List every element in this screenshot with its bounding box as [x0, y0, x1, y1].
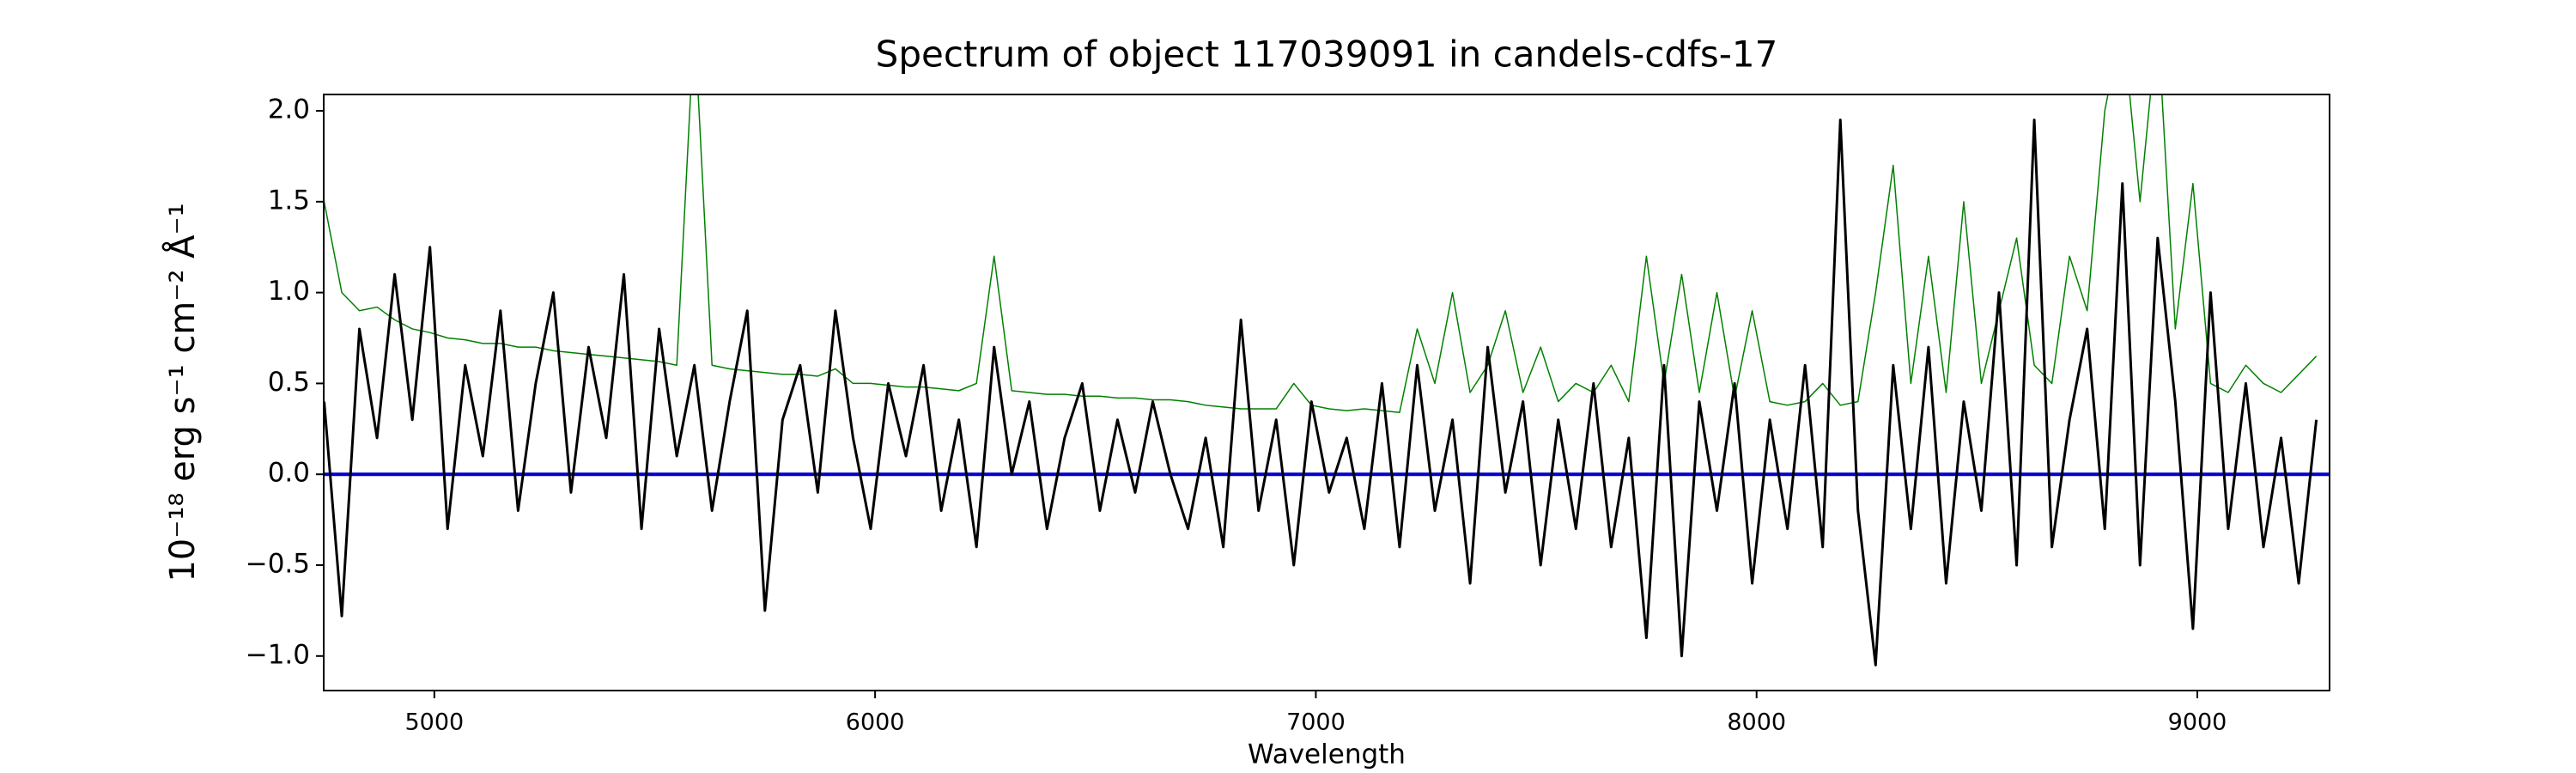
plot-frame — [323, 94, 2330, 691]
y-tick-label: 2.0 — [268, 94, 310, 125]
x-tick-label: 6000 — [846, 709, 905, 736]
x-tick-label: 7000 — [1286, 709, 1346, 736]
spectrum-line — [324, 94, 2318, 414]
x-axis-label: Wavelength — [1248, 740, 1406, 770]
x-tick-label: 5000 — [404, 709, 464, 736]
chart-title: Spectrum of object 117039091 in candels-… — [876, 33, 1778, 76]
y-tick-label: 0.5 — [268, 367, 310, 398]
x-tick-label: 8000 — [1727, 709, 1786, 736]
y-tick-label: −1.0 — [246, 639, 310, 670]
x-tick-label: 9000 — [2168, 709, 2227, 736]
y-axis-label: 10⁻¹⁸ erg s⁻¹ cm⁻² Å⁻¹ — [161, 203, 203, 581]
y-tick-label: 0.0 — [268, 458, 310, 489]
y-tick-label: 1.0 — [268, 276, 310, 307]
y-tick-label: −0.5 — [246, 549, 310, 580]
spectrum-line — [324, 119, 2318, 666]
plot-area — [324, 94, 2330, 666]
y-tick-label: 1.5 — [268, 185, 310, 216]
